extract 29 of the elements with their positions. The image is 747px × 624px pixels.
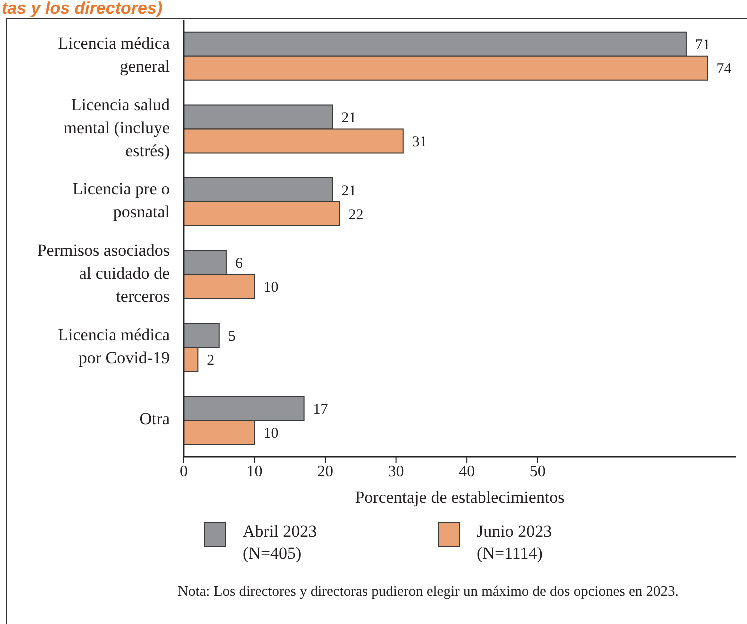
data-label: 2 — [207, 353, 215, 370]
data-label: 6 — [235, 256, 244, 272]
y-tick-label: Licencia médica general — [58, 33, 170, 76]
data-label: 31 — [412, 134, 428, 151]
data-label: 71 — [695, 38, 710, 54]
data-label: 74 — [716, 62, 732, 78]
y-tick-label: Otra — [140, 409, 170, 428]
text: Nota: Los directores y directoras pudieron elegir un máximo de dos opciones en 2023. — [178, 584, 679, 600]
data-label: 21 — [342, 110, 357, 127]
data-label: 10 — [264, 426, 279, 442]
x-tick-label: 40 — [459, 463, 476, 480]
x-tick-label: 20 — [318, 463, 334, 480]
data-label: 22 — [348, 207, 364, 224]
legend-label: Junio 2023 (N=1114) — [477, 522, 552, 563]
data-label: 5 — [228, 329, 236, 346]
x-axis-title: Porcentaje de establecimientos — [355, 488, 565, 507]
legend-label: Abril 2023 (N=405) — [243, 522, 318, 563]
data-label: 17 — [313, 402, 329, 418]
y-tick-label: Licencia salud mental (incluye estrés) — [64, 94, 170, 160]
y-tick-label: Licencia pre o posnatal — [72, 179, 170, 222]
y-tick-label: Licencia médica por Covid-19 — [58, 324, 170, 367]
data-label: 21 — [342, 183, 357, 200]
chart-title: tas y los directores) — [2, 0, 163, 18]
x-tick-label: 0 — [180, 463, 188, 480]
data-label: 10 — [264, 280, 279, 296]
x-tick-label: 50 — [530, 463, 546, 480]
x-tick-label: 30 — [388, 463, 404, 480]
x-tick-label: 10 — [246, 463, 263, 480]
y-tick-label: Permisos asociados al cuidado de terceros — [37, 240, 170, 306]
